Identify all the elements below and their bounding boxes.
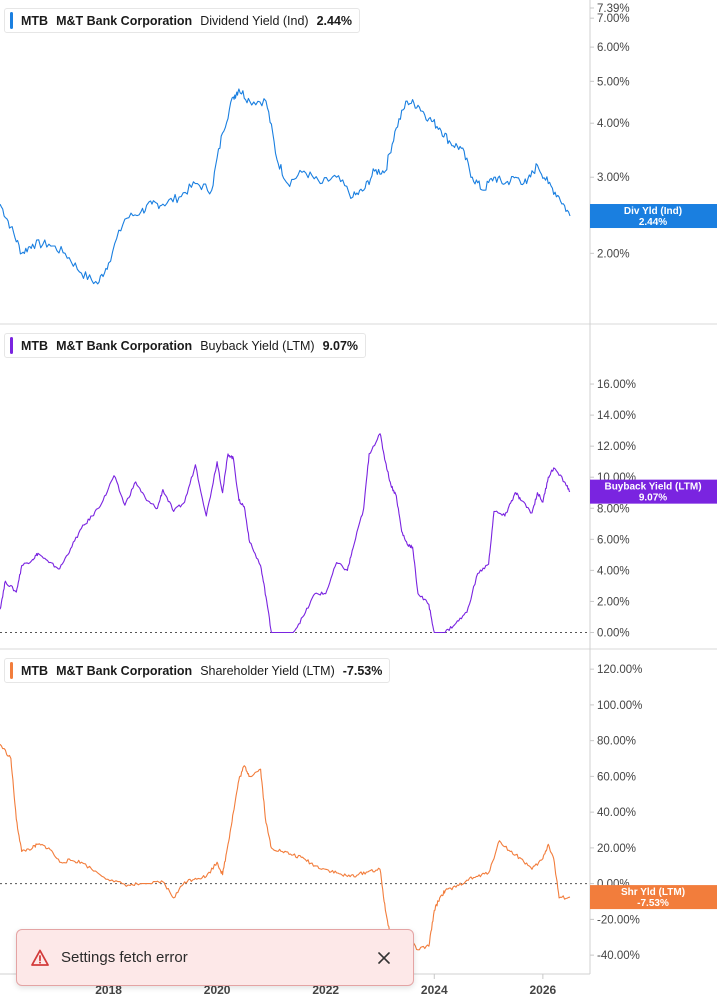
y-tick-label: 8.00% bbox=[597, 503, 630, 515]
badge-label: Shr Yld (LTM) bbox=[621, 887, 685, 898]
legend-company: M&T Bank Corporation bbox=[56, 338, 193, 353]
y-tick-label: 7.00% bbox=[597, 13, 630, 25]
warning-icon bbox=[31, 949, 49, 966]
y-tick-label: 4.00% bbox=[597, 565, 630, 577]
y-tick-label: 12.00% bbox=[597, 441, 636, 453]
y-tick-label: 6.00% bbox=[597, 534, 630, 546]
legend-buyback-yield[interactable]: MTB M&T Bank Corporation Buyback Yield (… bbox=[4, 333, 367, 358]
series-line bbox=[0, 88, 571, 285]
x-tick-label: 2018 bbox=[95, 983, 122, 997]
x-tick-label: 2022 bbox=[312, 983, 339, 997]
y-tick-label: 2.00% bbox=[597, 596, 630, 608]
y-tick-label: 80.00% bbox=[597, 736, 636, 748]
y-tick-label: 7.39% bbox=[597, 3, 630, 15]
legend-metric: Shareholder Yield (LTM) bbox=[200, 663, 335, 678]
y-tick-label: 16.00% bbox=[597, 379, 636, 391]
legend-shareholder-yield[interactable]: MTB M&T Bank Corporation Shareholder Yie… bbox=[4, 658, 391, 683]
series-color-bar bbox=[10, 12, 13, 29]
x-tick-label: 2026 bbox=[530, 983, 557, 997]
series-line bbox=[0, 743, 571, 951]
legend-company: M&T Bank Corporation bbox=[56, 663, 193, 678]
current-value-badge bbox=[590, 479, 717, 504]
y-tick-label: 4.00% bbox=[597, 118, 630, 130]
y-tick-label: 40.00% bbox=[597, 807, 636, 819]
series-color-bar bbox=[10, 662, 13, 679]
y-tick-label: 14.00% bbox=[597, 410, 636, 422]
y-tick-label: 2.00% bbox=[597, 248, 630, 260]
error-toast: Settings fetch error bbox=[16, 929, 414, 986]
y-tick-label: 120.00% bbox=[597, 664, 642, 676]
legend-metric: Buyback Yield (LTM) bbox=[200, 338, 315, 353]
x-tick-label: 2024 bbox=[421, 983, 448, 997]
toast-message: Settings fetch error bbox=[61, 949, 188, 966]
legend-ticker: MTB bbox=[21, 338, 49, 353]
current-value-badge bbox=[590, 204, 717, 229]
legend-value: -7.53% bbox=[342, 663, 383, 678]
badge-label: Div Yld (Ind) bbox=[624, 206, 682, 217]
y-tick-label: 20.00% bbox=[597, 843, 636, 855]
y-tick-label: 3.00% bbox=[597, 172, 630, 184]
series-line bbox=[0, 433, 571, 634]
legend-value: 2.44% bbox=[316, 13, 353, 28]
current-value-badge bbox=[590, 885, 717, 910]
y-tick-label: 100.00% bbox=[597, 700, 642, 712]
legend-value: 9.07% bbox=[322, 338, 359, 353]
legend-dividend-yield[interactable]: MTB M&T Bank Corporation Dividend Yield … bbox=[4, 8, 361, 33]
legend-company: M&T Bank Corporation bbox=[56, 13, 193, 28]
close-icon bbox=[378, 951, 390, 964]
legend-ticker: MTB bbox=[21, 13, 49, 28]
badge-label: Buyback Yield (LTM) bbox=[604, 482, 701, 493]
y-tick-label: -20.00% bbox=[597, 914, 640, 926]
toast-close-button[interactable] bbox=[369, 943, 399, 973]
legend-ticker: MTB bbox=[21, 663, 49, 678]
legend-metric: Dividend Yield (Ind) bbox=[200, 13, 309, 28]
y-tick-label: 60.00% bbox=[597, 771, 636, 783]
badge-value: 9.07% bbox=[639, 493, 667, 504]
badge-value: -7.53% bbox=[637, 898, 669, 909]
y-tick-label: 5.00% bbox=[597, 76, 630, 88]
y-tick-label: 6.00% bbox=[597, 42, 630, 54]
series-color-bar bbox=[10, 337, 13, 354]
x-tick-label: 2020 bbox=[204, 983, 231, 997]
y-tick-label: 0.00% bbox=[597, 627, 630, 639]
badge-value: 2.44% bbox=[639, 217, 667, 228]
y-tick-label: -40.00% bbox=[597, 950, 640, 962]
